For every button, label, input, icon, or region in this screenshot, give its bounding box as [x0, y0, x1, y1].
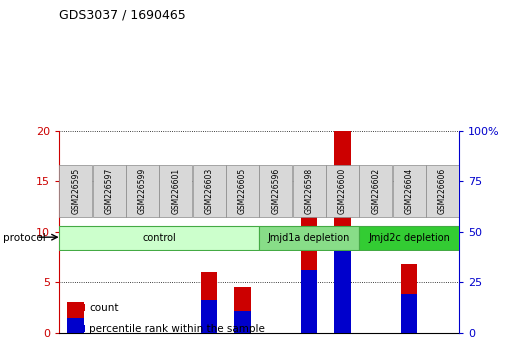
FancyBboxPatch shape [92, 165, 126, 217]
Bar [334, 248, 351, 333]
Text: GSM226600: GSM226600 [338, 168, 347, 214]
Text: Jmjd2c depletion: Jmjd2c depletion [368, 233, 450, 242]
Bar [301, 217, 318, 333]
Text: GSM226596: GSM226596 [271, 168, 280, 214]
FancyBboxPatch shape [59, 165, 92, 217]
Text: percentile rank within the sample: percentile rank within the sample [89, 324, 265, 334]
Bar [67, 325, 85, 332]
FancyBboxPatch shape [59, 226, 259, 250]
Text: GSM226603: GSM226603 [205, 168, 213, 214]
Text: GSM226599: GSM226599 [138, 168, 147, 214]
Bar [234, 287, 251, 333]
Bar [67, 302, 84, 333]
FancyBboxPatch shape [326, 165, 359, 217]
Text: control: control [142, 233, 176, 242]
FancyBboxPatch shape [126, 165, 159, 217]
Text: GSM226597: GSM226597 [105, 168, 113, 214]
Bar [234, 310, 251, 333]
Text: GSM226601: GSM226601 [171, 168, 180, 214]
FancyBboxPatch shape [426, 165, 459, 217]
Bar [401, 264, 418, 333]
Text: GSM226602: GSM226602 [371, 168, 380, 214]
Text: count: count [89, 303, 119, 313]
Bar [201, 301, 218, 333]
Text: protocol: protocol [3, 233, 45, 243]
Bar [67, 304, 85, 312]
Text: Jmjd1a depletion: Jmjd1a depletion [268, 233, 350, 242]
Bar [201, 272, 218, 333]
Bar [301, 270, 318, 333]
FancyBboxPatch shape [192, 165, 226, 217]
FancyBboxPatch shape [359, 226, 459, 250]
Bar [334, 131, 351, 333]
FancyBboxPatch shape [359, 165, 392, 217]
Text: GSM226595: GSM226595 [71, 168, 80, 214]
FancyBboxPatch shape [259, 165, 292, 217]
Text: GSM226604: GSM226604 [405, 168, 413, 214]
FancyBboxPatch shape [226, 165, 259, 217]
Text: GSM226606: GSM226606 [438, 168, 447, 214]
FancyBboxPatch shape [159, 165, 192, 217]
FancyBboxPatch shape [292, 165, 326, 217]
Text: GSM226598: GSM226598 [305, 168, 313, 214]
Bar [401, 295, 418, 333]
Text: GDS3037 / 1690465: GDS3037 / 1690465 [59, 9, 186, 22]
Bar [67, 318, 84, 333]
FancyBboxPatch shape [259, 226, 359, 250]
Text: GSM226605: GSM226605 [238, 168, 247, 214]
FancyBboxPatch shape [392, 165, 426, 217]
